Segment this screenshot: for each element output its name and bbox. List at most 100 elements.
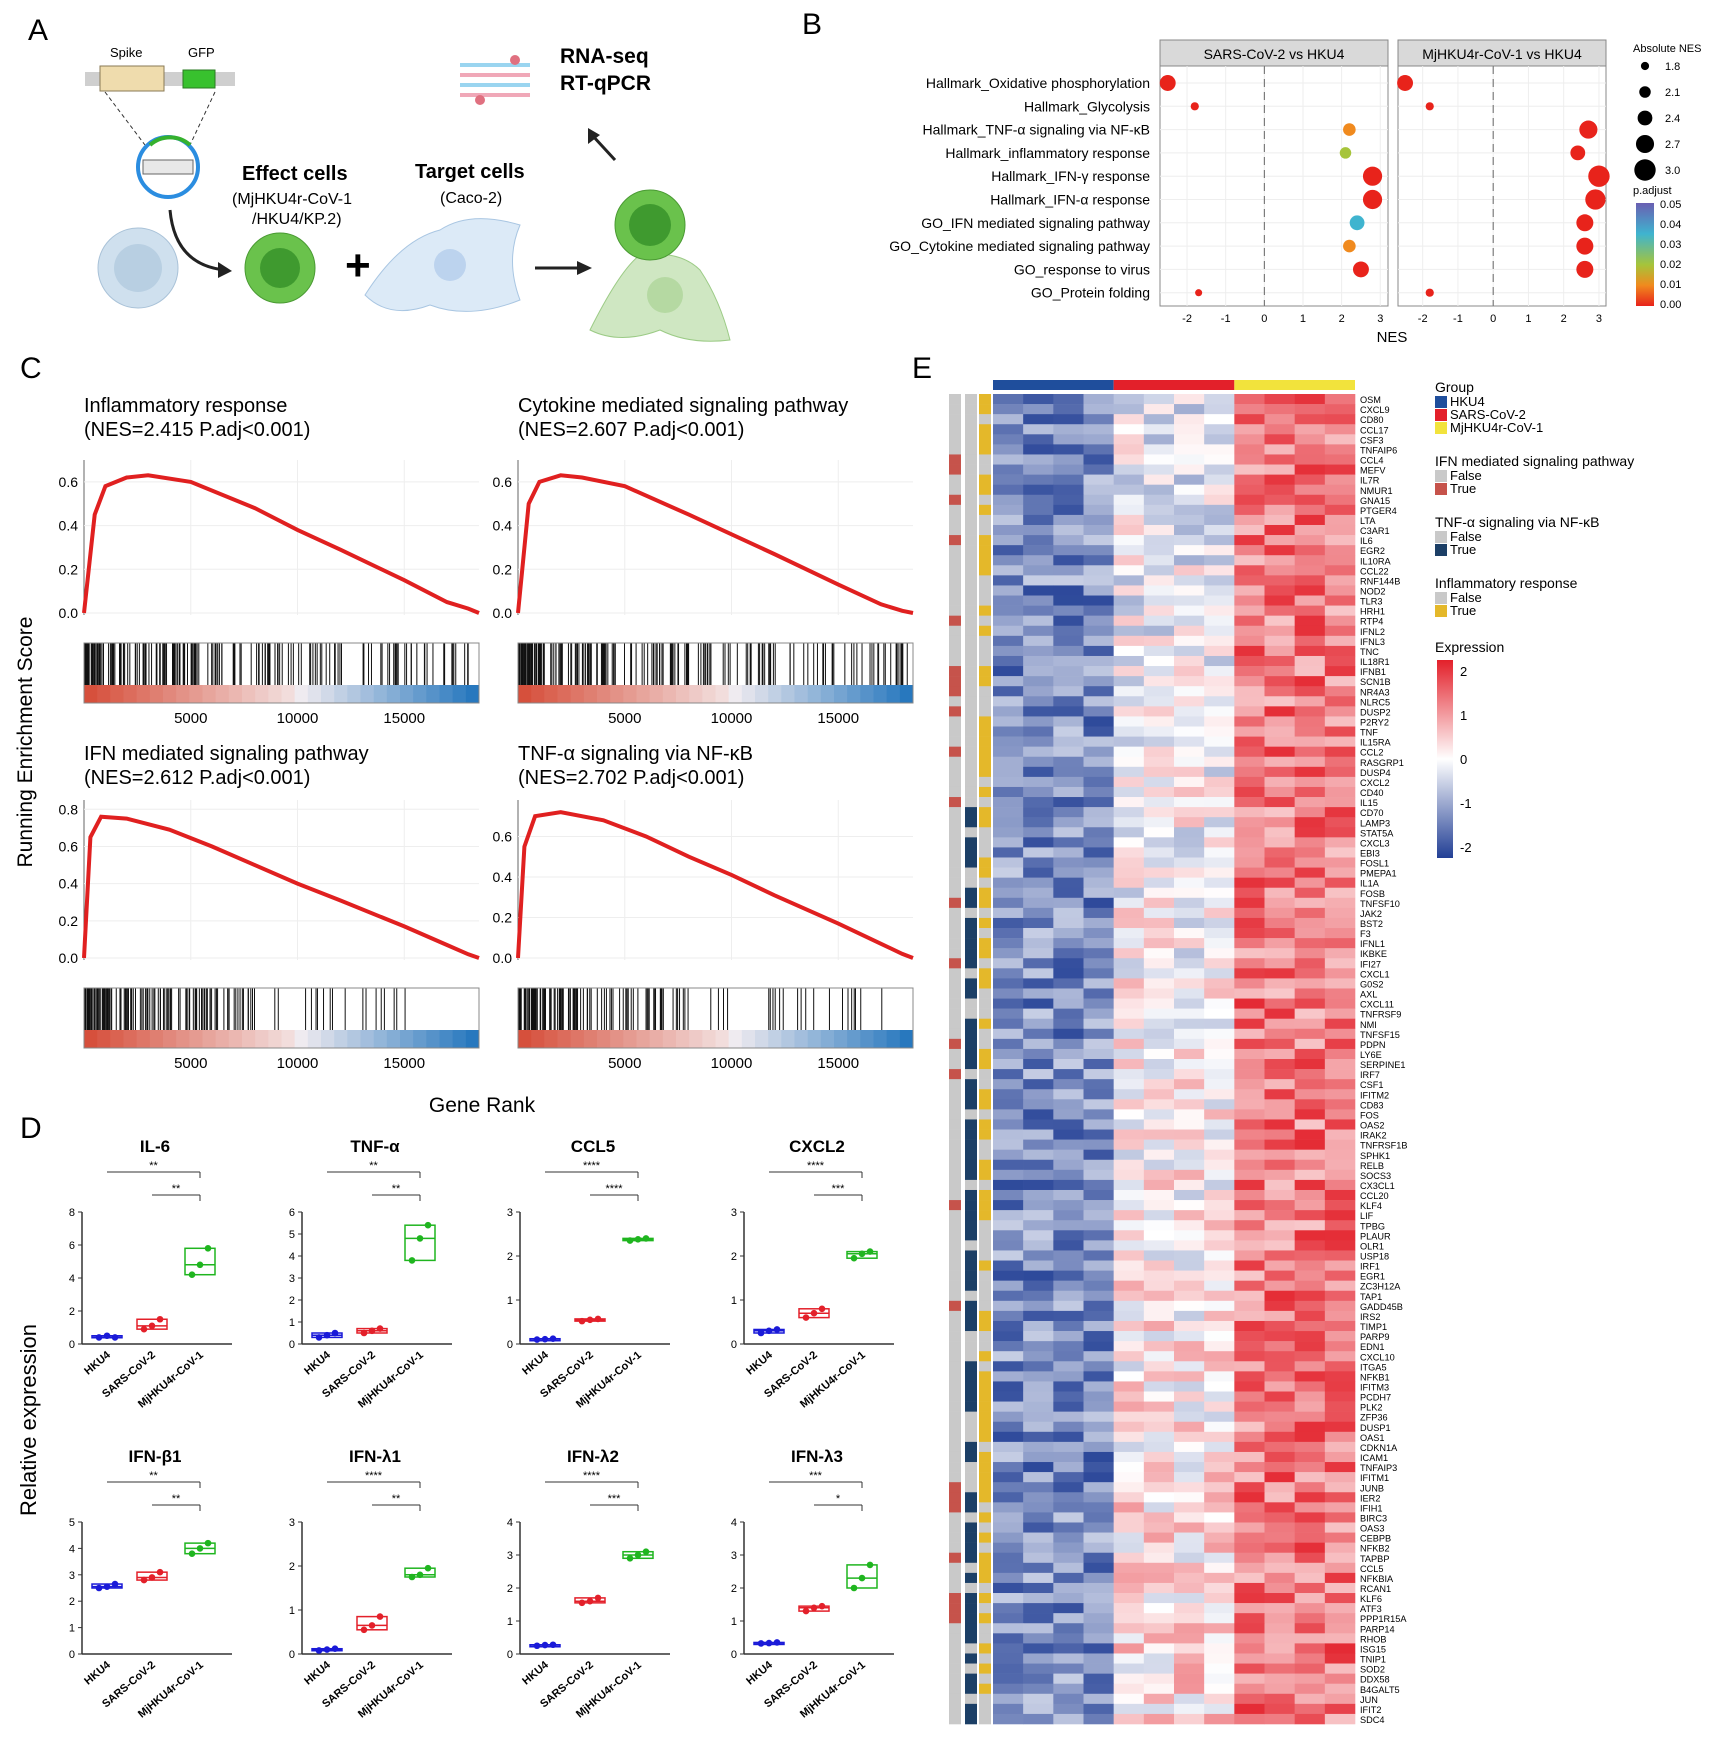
c-xtick: 10000 xyxy=(711,1055,753,1072)
e-heatmap-cell xyxy=(1083,404,1114,415)
e-heatmap-cell xyxy=(1053,1300,1084,1312)
e-heatmap-cell xyxy=(1053,1713,1084,1725)
e-annotation-cell xyxy=(949,1270,961,1281)
e-annotation-cell xyxy=(949,847,961,858)
e-heatmap-cell xyxy=(1174,1703,1205,1715)
e-heatmap-cell xyxy=(1264,424,1295,435)
e-annotation-cell xyxy=(979,1462,991,1473)
size-legend-label: 1.8 xyxy=(1665,61,1680,73)
e-heatmap-cell xyxy=(1143,1371,1175,1382)
e-annotation-cell xyxy=(949,696,961,707)
e-heatmap-cell xyxy=(1113,444,1145,455)
e-heatmap-cell xyxy=(1143,1240,1175,1251)
e-heatmap-cell xyxy=(1174,494,1205,506)
d-point xyxy=(323,1646,331,1653)
e-heatmap-cell xyxy=(1264,928,1295,939)
e-heatmap-cell xyxy=(1294,968,1326,979)
e-annotation-cell xyxy=(979,1038,991,1050)
e-heatmap-cell xyxy=(1083,756,1114,768)
c-rank-strip-segment xyxy=(860,685,874,703)
e-heatmap-cell xyxy=(1083,736,1114,747)
c-rank-strip-segment xyxy=(820,1030,835,1048)
e-heatmap-cell xyxy=(1204,1502,1235,1513)
e-heatmap-cell xyxy=(1294,1280,1326,1292)
e-heatmap-cell xyxy=(1204,565,1235,576)
e-annotation-cell xyxy=(979,524,991,536)
size-legend-label: 3.0 xyxy=(1665,165,1680,177)
e-annotation-cell xyxy=(979,1693,991,1705)
e-heatmap-cell xyxy=(1204,988,1235,999)
c-rank-strip-segment xyxy=(583,1030,598,1048)
e-heatmap-cell xyxy=(1324,958,1356,969)
e-annotation-cell xyxy=(949,1280,961,1292)
e-heatmap-cell xyxy=(1264,1189,1295,1201)
e-heatmap-cell xyxy=(1294,524,1326,536)
e-heatmap-cell xyxy=(1324,1512,1356,1523)
e-heatmap-cell xyxy=(1324,635,1356,647)
e-annotation-cell xyxy=(965,817,977,828)
e-annotation-cell xyxy=(949,1381,961,1392)
e-heatmap-cell xyxy=(1113,535,1145,546)
e-heatmap-cell xyxy=(1023,837,1054,848)
e-heatmap-cell xyxy=(1143,1512,1175,1523)
e-heatmap-cell xyxy=(1264,1713,1295,1725)
e-heatmap-cell xyxy=(1113,696,1145,707)
e-annotation-cell xyxy=(965,1411,977,1423)
e-annotation-cell xyxy=(949,797,961,808)
e-annotation-cell xyxy=(979,907,991,919)
e-heatmap-cell xyxy=(1234,444,1265,455)
e-heatmap-cell xyxy=(1204,585,1235,596)
e-heatmap-cell xyxy=(1234,635,1265,647)
e-heatmap-cell xyxy=(1023,635,1054,647)
e-gene-label: GNA15 xyxy=(1360,496,1390,506)
e-annotation-cell xyxy=(949,1189,961,1201)
e-heatmap-cell xyxy=(1204,968,1235,979)
c-rank-strip-segment xyxy=(781,1030,795,1048)
e-heatmap-cell xyxy=(1324,1502,1356,1513)
e-gene-label: PTGER4 xyxy=(1360,506,1397,516)
e-heatmap-cell xyxy=(1053,1492,1084,1503)
e-annotation-cell xyxy=(979,1189,991,1201)
e-heatmap-cell xyxy=(1324,1129,1356,1140)
e-annotation-cell xyxy=(949,1653,961,1664)
e-heatmap-cell xyxy=(1053,615,1084,627)
e-annotation-cell xyxy=(949,1139,961,1150)
e-heatmap-cell xyxy=(1234,504,1265,516)
b-term-label: GO_Protein folding xyxy=(1031,285,1150,301)
e-heatmap-cell xyxy=(1294,1492,1326,1503)
e-heatmap-cell xyxy=(1113,1462,1145,1473)
e-heatmap-cell xyxy=(1324,1109,1356,1120)
e-gene-label: CD80 xyxy=(1360,415,1384,425)
e-heatmap-cell xyxy=(1324,1522,1356,1533)
c-xtick: 15000 xyxy=(817,1055,859,1072)
e-heatmap-cell xyxy=(1023,1643,1054,1654)
e-heatmap-cell xyxy=(1204,1220,1235,1231)
e-heatmap-cell xyxy=(1264,1532,1295,1543)
e-heatmap-cell xyxy=(1053,1663,1084,1674)
e-heatmap-cell xyxy=(1234,1703,1265,1715)
e-heatmap-cell xyxy=(1294,1351,1326,1362)
e-heatmap-cell xyxy=(1053,504,1084,516)
e-annotation-cell xyxy=(965,1683,977,1695)
e-annotation-cell xyxy=(965,1522,977,1533)
e-heatmap-cell xyxy=(1264,1008,1295,1019)
e-heatmap-cell xyxy=(1113,1492,1145,1503)
e-annotation-cell xyxy=(949,1179,961,1191)
d-ylabel: Relative expression xyxy=(16,1324,41,1516)
e-heatmap-cell xyxy=(1023,484,1054,496)
e-annotation-cell xyxy=(949,1361,961,1372)
e-heatmap-cell xyxy=(1083,545,1114,556)
e-heatmap-cell xyxy=(1023,1250,1054,1261)
e-heatmap-cell xyxy=(1294,1300,1326,1312)
d-sig-label: **** xyxy=(365,1470,383,1482)
e-heatmap-cell xyxy=(1113,1512,1145,1523)
e-heatmap-cell xyxy=(1023,1200,1054,1211)
target-cells-sub: (Caco-2) xyxy=(440,190,502,207)
e-heatmap-cell xyxy=(1264,736,1295,747)
e-annotation-cell xyxy=(965,535,977,546)
e-heatmap-cell xyxy=(1204,1401,1235,1412)
c-rank-strip-segment xyxy=(834,1030,848,1048)
c-rank-strip-segment xyxy=(189,1030,203,1048)
e-heatmap-cell xyxy=(1324,867,1356,878)
b-dot xyxy=(1362,166,1383,186)
